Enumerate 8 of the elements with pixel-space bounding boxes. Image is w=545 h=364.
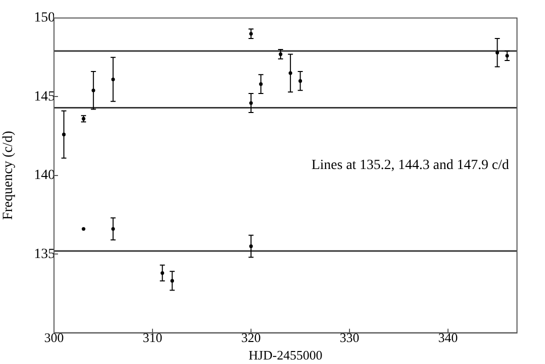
y-axis-title: Frequency (c/d)	[1, 130, 16, 220]
x-tick-label: 310	[142, 330, 162, 346]
x-tick-label: 340	[438, 330, 458, 346]
annotation: Lines at 135.2, 144.3 and 147.9 c/d	[311, 158, 509, 174]
x-tick-label: 330	[340, 330, 360, 346]
x-axis-title: HJD-2455000	[248, 348, 322, 363]
x-tick-label: 320	[241, 330, 261, 346]
x-tick-label: 300	[44, 330, 64, 346]
